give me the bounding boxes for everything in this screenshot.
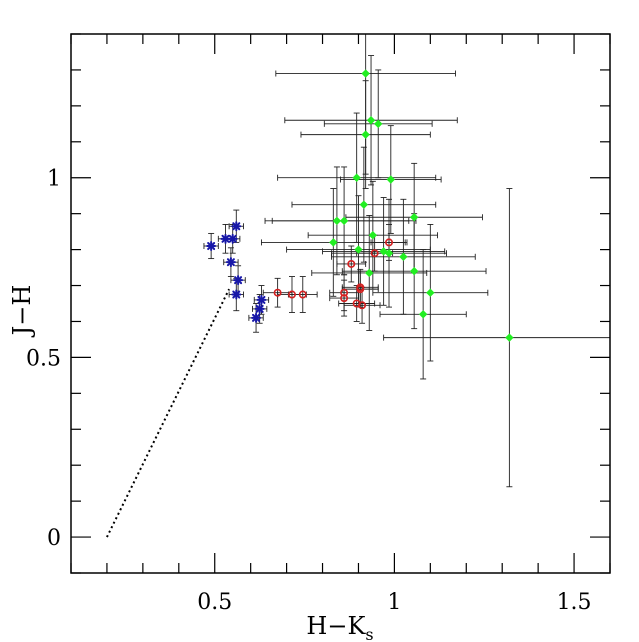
red-error-bar	[329, 279, 359, 317]
star-stroke	[228, 234, 237, 243]
plot-frame	[70, 33, 611, 574]
green-diamond-point	[384, 248, 394, 258]
x-axis-label-main: H−K	[306, 612, 366, 640]
y-tick-label: 0	[47, 526, 61, 551]
star-stroke	[257, 295, 266, 304]
red-circle-point	[340, 294, 349, 303]
red-error-bar	[287, 276, 318, 313]
green-diamond-point	[374, 119, 383, 129]
x-axis-label: H−Ks	[306, 612, 373, 642]
star-stroke	[221, 234, 230, 243]
y-tick-label: 0.5	[26, 346, 61, 371]
blue-star-point	[227, 233, 238, 244]
star-stroke	[226, 258, 235, 267]
blue-star-point	[231, 289, 242, 300]
red-circle-point	[273, 288, 282, 297]
red-circle-point	[287, 290, 296, 299]
red-circle-point	[385, 238, 394, 247]
green-diamond-point	[505, 333, 514, 342]
star-stroke	[255, 304, 264, 313]
green-diamond-point	[361, 130, 370, 139]
blue-star-point	[225, 257, 236, 268]
red-error-bar	[336, 245, 367, 283]
axis-ticks	[70, 33, 611, 574]
green-diamond-point	[418, 310, 428, 319]
green-diamond-point	[329, 238, 338, 247]
red-circle-point	[347, 259, 356, 268]
blue-star-point	[256, 294, 267, 305]
x-tick-label: 1	[387, 590, 401, 615]
green-diamond-point	[354, 245, 363, 254]
x-tick-label: 1.5	[557, 590, 592, 615]
y-axis-label: J−H	[8, 285, 36, 339]
red-circle-point	[356, 283, 365, 292]
plot-area	[106, 34, 610, 538]
star-stroke	[232, 222, 241, 231]
green-diamond-point	[399, 252, 408, 261]
tick-labels: 0.5 1 1.5 0 0.5 1	[26, 167, 592, 615]
reference-dotted-line	[106, 288, 231, 538]
green-diamond-point	[386, 175, 396, 184]
green-diamond-point	[365, 268, 374, 278]
green-diamond-point	[368, 231, 378, 240]
red-circle-point	[370, 249, 379, 258]
green-diamond-point	[332, 216, 342, 226]
x-tick-label: 0.5	[197, 590, 232, 615]
star-stroke	[234, 276, 243, 285]
green-diamond-point	[409, 213, 419, 222]
green-diamond-point	[366, 116, 376, 125]
blue-star-point	[233, 275, 244, 286]
star-stroke	[252, 313, 261, 322]
y-tick-label: 1	[47, 167, 61, 192]
green-diamond-point	[339, 216, 349, 226]
star-stroke	[207, 242, 216, 251]
red-circle-point	[358, 301, 367, 310]
green-diamond-point	[361, 69, 370, 78]
blue-star-point	[251, 312, 262, 323]
blue-star-point	[206, 241, 217, 252]
blue-star-point	[254, 303, 265, 314]
star-stroke	[232, 290, 241, 299]
blue-star-point	[231, 221, 242, 232]
green-diamond-point	[426, 288, 435, 297]
red-circle-point	[340, 288, 349, 297]
green-diamond-point	[359, 200, 369, 209]
green-diamond-point	[352, 173, 361, 182]
x-axis-label-subscript: s	[365, 625, 373, 642]
red-circle-point	[298, 290, 307, 299]
green-diamond-point	[409, 266, 419, 276]
